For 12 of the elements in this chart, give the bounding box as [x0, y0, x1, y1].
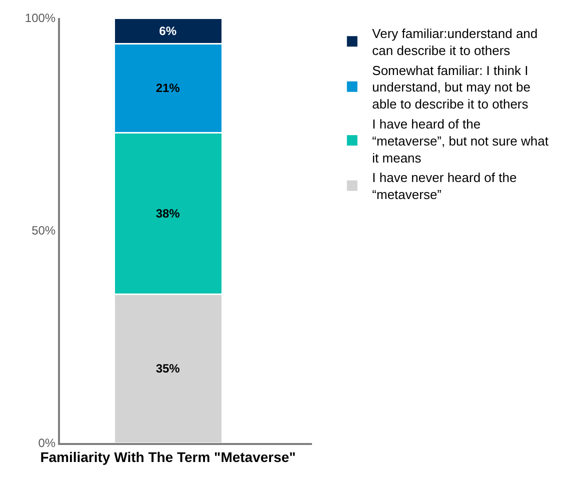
y-tick-label: 50% [32, 224, 56, 238]
data-label: 21% [156, 81, 180, 96]
x-tick-label: Familiarity With The Term "Metaverse" [40, 448, 296, 465]
data-label: 35% [156, 362, 180, 376]
y-tick-label: 0% [38, 436, 56, 450]
data-label: 38% [156, 206, 180, 220]
legend-label: Very familiar:understand and can describe it to others [372, 26, 538, 58]
legend-label: I have heard of the “metaverse”, but not sure what it means [372, 116, 549, 166]
data-label: 6% [159, 24, 177, 38]
y-tick-label: 100% [24, 11, 56, 26]
legend-label: Somewhat familiar: I think I understand, but may not be able to describe it to others [372, 62, 530, 112]
legend-label: I have never heard of the “metaverse” [372, 170, 517, 202]
